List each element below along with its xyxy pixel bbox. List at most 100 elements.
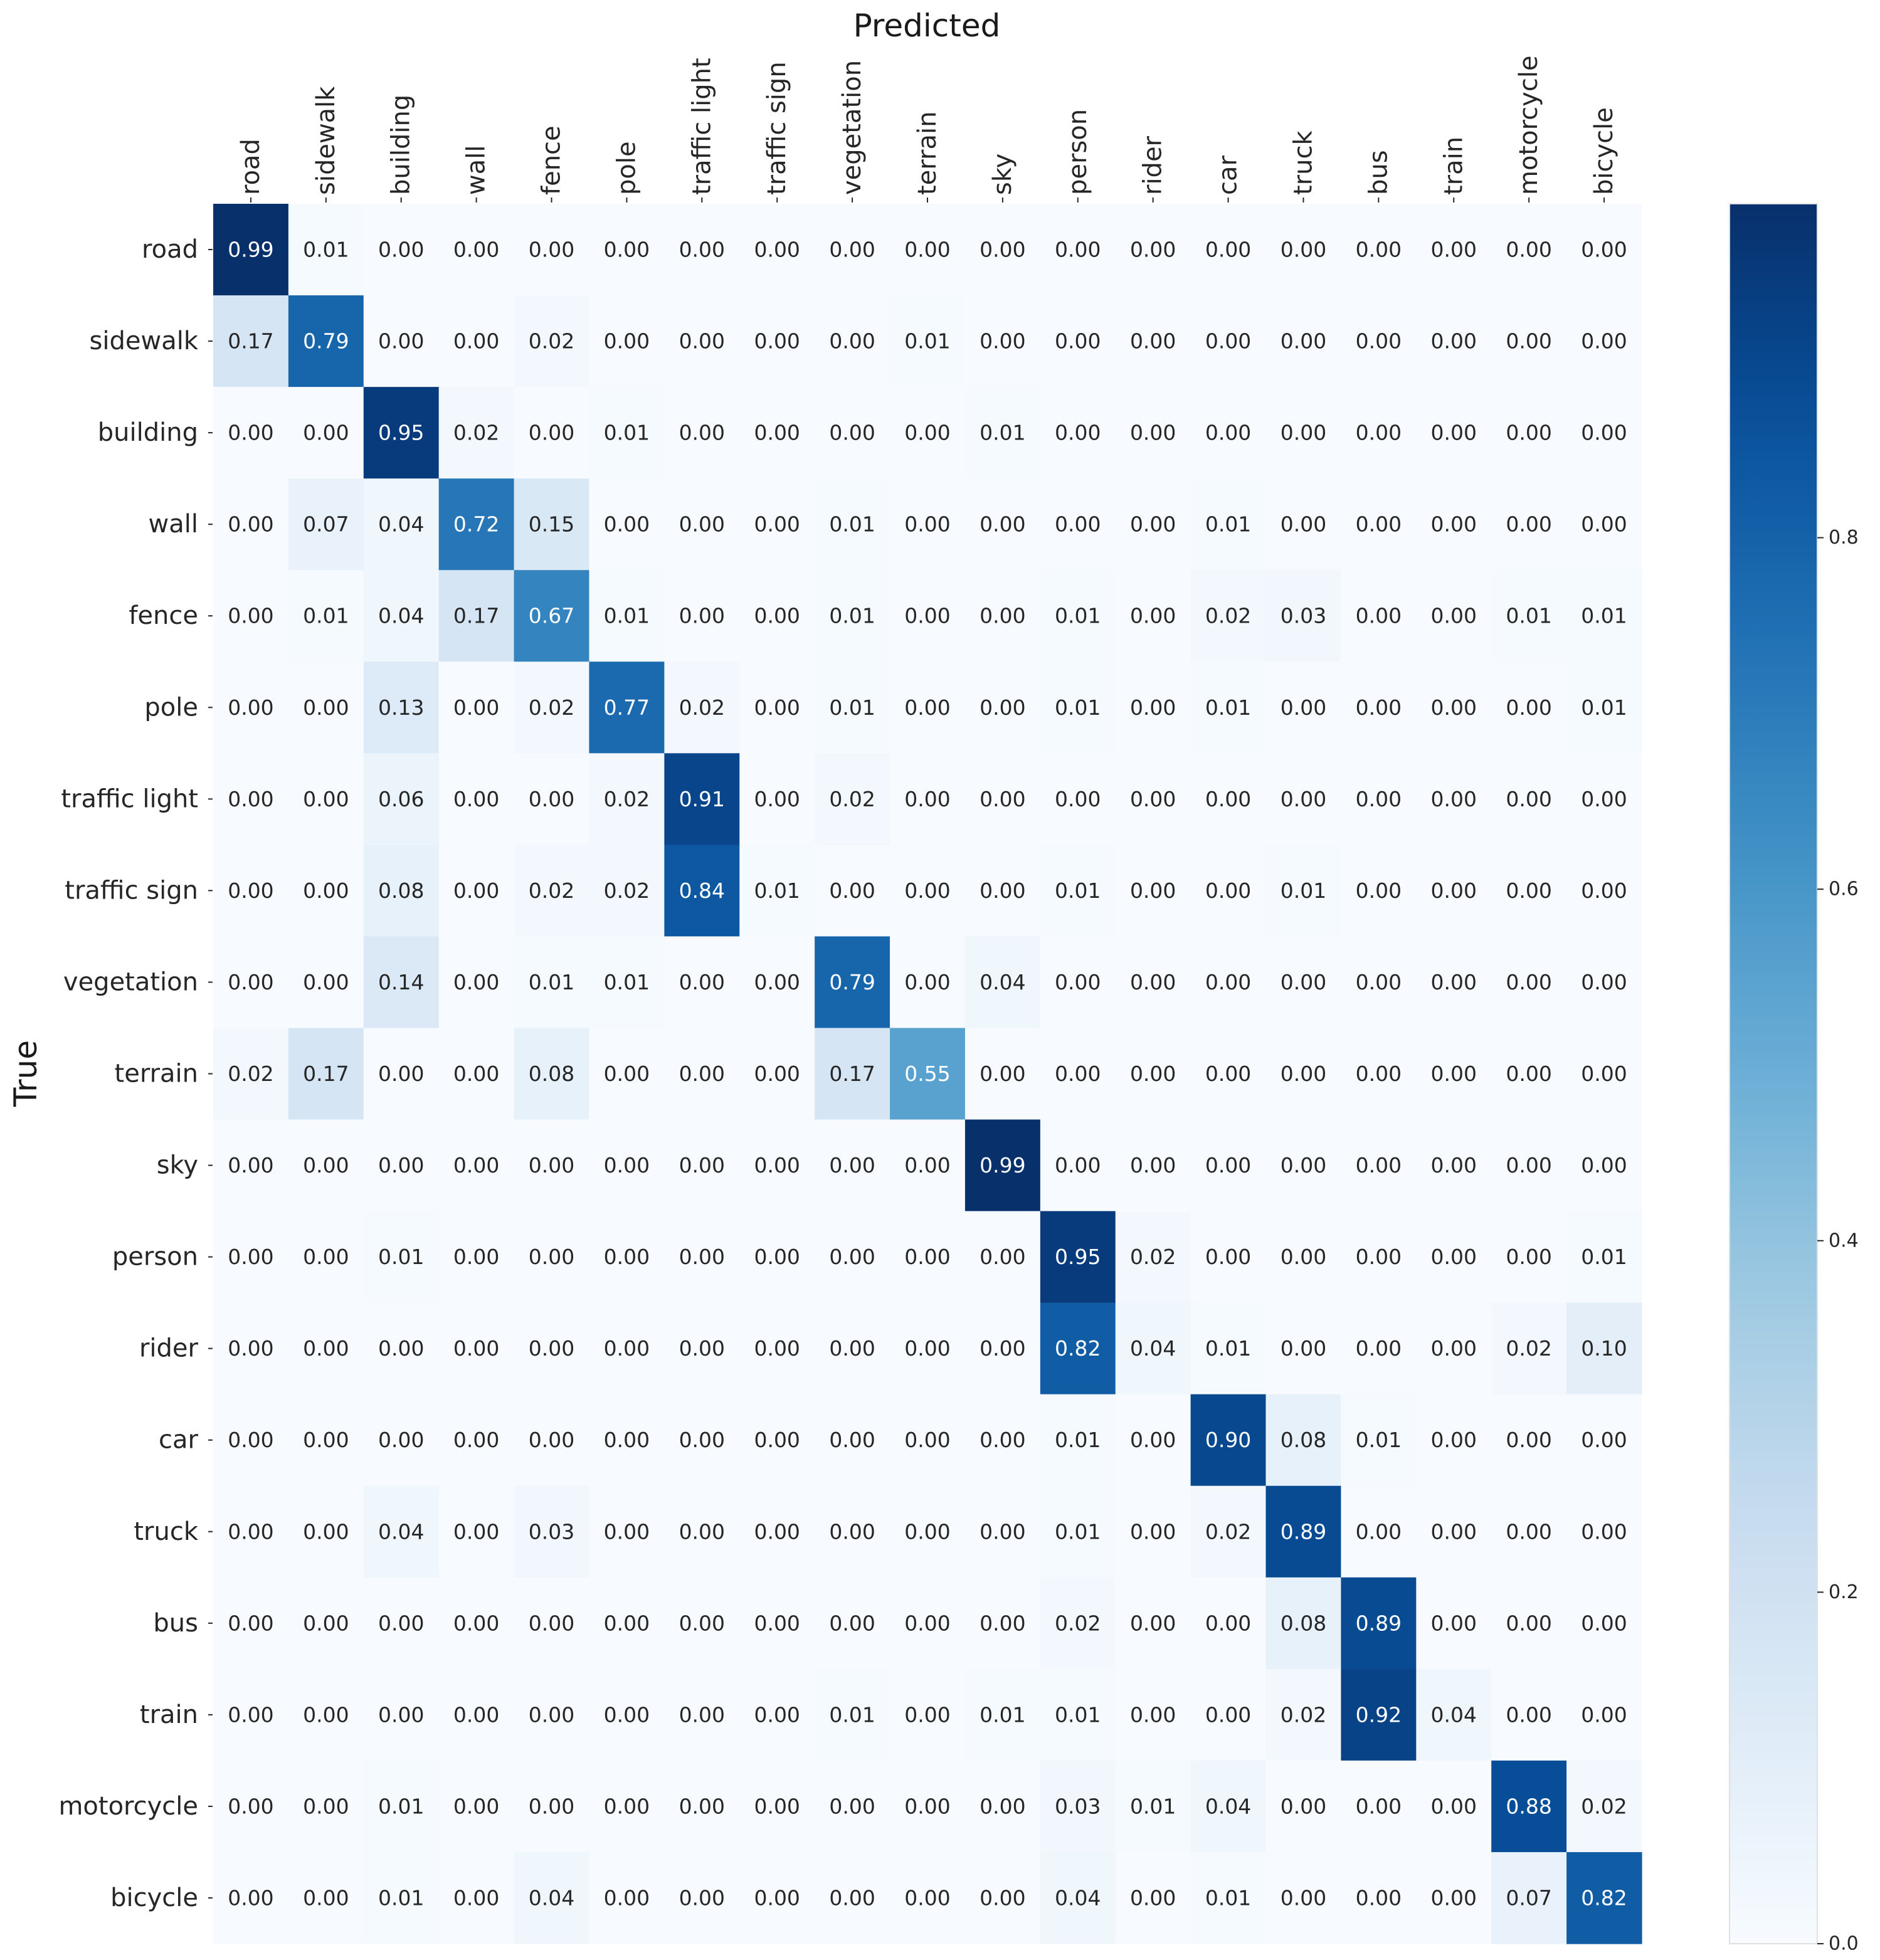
heatmap-cell	[589, 1119, 665, 1212]
cell-value-label: 0.00	[754, 1885, 800, 1910]
heatmap-cell	[964, 1760, 1041, 1853]
heatmap-cell	[1341, 661, 1417, 754]
heatmap-cell	[1566, 845, 1642, 937]
heatmap-cell	[664, 845, 740, 937]
cell-value-label: 0.00	[829, 1611, 875, 1635]
heatmap-cell	[1566, 661, 1642, 754]
heatmap-cell	[589, 570, 665, 662]
x-tick-label: truck	[1289, 130, 1318, 195]
heatmap-cell	[438, 661, 515, 754]
cell-value-label: 0.02	[604, 787, 650, 811]
cell-value-label: 0.00	[1055, 1062, 1101, 1086]
cell-value-label: 0.00	[529, 238, 574, 262]
heatmap-cell	[1491, 1485, 1567, 1578]
heatmap-cell	[664, 661, 740, 754]
cell-value-label: 0.01	[829, 604, 875, 628]
heatmap-cell	[890, 295, 966, 387]
cell-value-label: 0.77	[604, 695, 650, 720]
y-tick-label: building	[98, 418, 198, 447]
cell-value-label: 0.00	[754, 1245, 800, 1269]
cell-value-label: 0.00	[228, 1519, 273, 1544]
cell-value-label: 0.00	[604, 1611, 650, 1635]
heatmap-cell	[1115, 1577, 1191, 1670]
heatmap-cell	[1566, 1852, 1642, 1944]
cell-value-label: 0.00	[453, 1885, 499, 1910]
cell-value-label: 0.00	[1281, 1153, 1326, 1178]
cell-value-label: 0.00	[1281, 238, 1326, 262]
heatmap-cell	[664, 295, 740, 387]
colorbar-tick-label: 0.8	[1829, 527, 1859, 549]
cell-value-label: 0.00	[1356, 1062, 1402, 1086]
heatmap-cell	[1040, 1485, 1116, 1578]
x-tick-label: building	[387, 95, 416, 195]
heatmap-cell	[438, 1577, 515, 1670]
cell-value-label: 0.00	[904, 604, 950, 628]
cell-value-label: 0.04	[1130, 1336, 1176, 1361]
cell-value-label: 0.89	[1356, 1611, 1402, 1635]
heatmap-cell	[964, 570, 1041, 662]
heatmap-cell	[890, 661, 966, 754]
heatmap-cell	[964, 661, 1041, 754]
cell-value-label: 0.00	[1431, 1153, 1477, 1178]
heatmap-cell	[438, 1852, 515, 1944]
cell-value-label: 0.82	[1055, 1336, 1101, 1361]
heatmap-cell	[1416, 1760, 1492, 1853]
cell-value-label: 0.00	[1506, 1245, 1551, 1269]
heatmap-cell	[438, 845, 515, 937]
cell-value-label: 0.00	[1506, 970, 1551, 994]
cell-value-label: 0.00	[679, 238, 725, 262]
cell-value-label: 0.01	[754, 878, 800, 903]
heatmap-cell	[1265, 661, 1342, 754]
heatmap-cell	[514, 661, 590, 754]
heatmap-cell	[1416, 1028, 1492, 1120]
heatmap-cell	[1190, 1119, 1267, 1212]
heatmap-cell	[664, 204, 740, 296]
cell-value-label: 0.00	[453, 1153, 499, 1178]
cell-value-label: 0.01	[604, 421, 650, 445]
cell-value-label: 0.00	[754, 695, 800, 720]
cell-value-label: 0.02	[529, 878, 574, 903]
heatmap-cell	[288, 295, 364, 387]
cell-value-label: 0.00	[1356, 604, 1402, 628]
heatmap-cell	[213, 845, 289, 937]
cell-value-label: 0.00	[829, 329, 875, 354]
y-tick-label: motorcycle	[58, 1792, 198, 1821]
heatmap-cell	[815, 295, 890, 387]
x-tick-label: wall	[462, 145, 491, 195]
cell-value-label: 0.00	[904, 1794, 950, 1818]
heatmap-cell	[1341, 1028, 1417, 1120]
cell-value-label: 0.00	[1581, 1062, 1627, 1086]
cell-value-label: 0.01	[1055, 1428, 1101, 1452]
cell-value-label: 0.00	[1431, 1062, 1477, 1086]
heatmap-cell	[890, 387, 966, 479]
cell-value-label: 0.00	[303, 1428, 349, 1452]
heatmap-cell	[363, 936, 440, 1029]
cell-value-label: 0.00	[453, 695, 499, 720]
heatmap-cell	[1341, 1852, 1417, 1944]
heatmap-cell	[1190, 1577, 1267, 1670]
cell-value-label: 0.07	[1506, 1885, 1551, 1910]
heatmap-cell	[1491, 570, 1567, 662]
heatmap-cell	[1040, 845, 1116, 937]
heatmap-cell	[438, 1760, 515, 1853]
cell-value-label: 0.00	[754, 512, 800, 537]
heatmap-cell	[514, 1028, 590, 1120]
heatmap-cell	[890, 1577, 966, 1670]
cell-value-label: 0.00	[1356, 1519, 1402, 1544]
cell-value-label: 0.07	[303, 512, 349, 537]
cell-value-label: 0.00	[1281, 970, 1326, 994]
cell-value-label: 0.00	[980, 1794, 1025, 1818]
heatmap-cell	[1341, 1302, 1417, 1395]
heatmap-cell	[213, 1668, 289, 1761]
heatmap-cell	[1341, 753, 1417, 845]
cell-value-label: 0.00	[604, 1702, 650, 1727]
cell-value-label: 0.00	[1281, 329, 1326, 354]
cell-value-label: 0.00	[1506, 695, 1551, 720]
heatmap-cell	[288, 1485, 364, 1578]
cell-value-label: 0.00	[679, 1428, 725, 1452]
heatmap-cell	[363, 1211, 440, 1304]
cell-value-label: 0.00	[1356, 1885, 1402, 1910]
cell-value-label: 0.01	[1356, 1428, 1402, 1452]
heatmap-cell	[739, 1577, 815, 1670]
